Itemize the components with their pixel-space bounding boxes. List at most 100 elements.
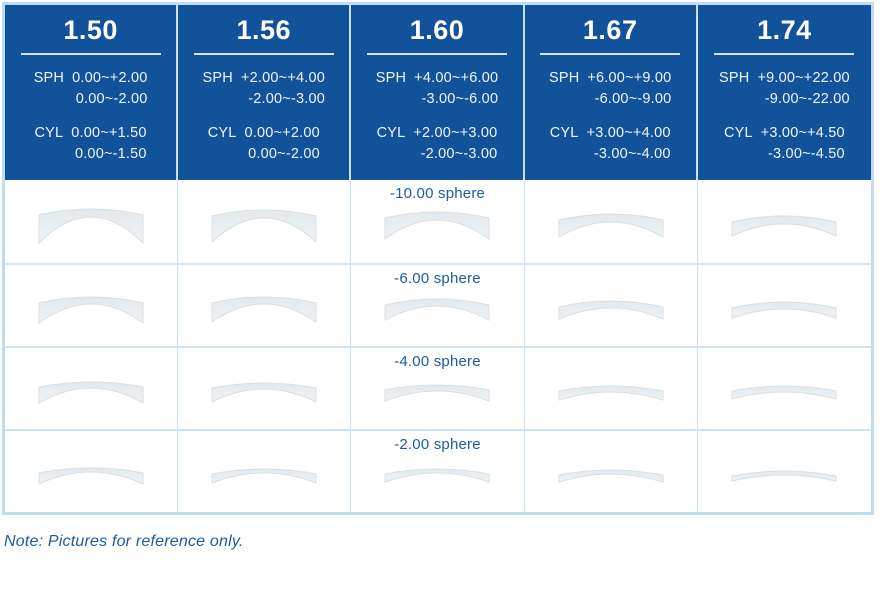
sph-label: SPH	[33, 70, 65, 86]
lens-profile-image	[558, 213, 664, 238]
lens-profile-image	[38, 208, 144, 244]
index-value: 1.74	[757, 15, 812, 45]
lens-cell	[698, 265, 871, 346]
cyl-range: CYL +3.00~+4.50 -3.00~-4.50	[724, 123, 845, 165]
sph-label: SPH	[719, 70, 750, 86]
sph-plus-range: +9.00~+22.00	[757, 70, 850, 86]
index-value: 1.56	[236, 15, 292, 45]
lens-profile-image	[38, 467, 144, 485]
sph-minus-range: -9.00~-22.00	[764, 91, 850, 107]
lens-cell: -2.00 sphere	[351, 431, 525, 512]
lens-cell	[178, 180, 352, 263]
lens-spec-table: 1.50 SPH 0.00~+2.00 0.00~-2.00 CYL 0.00~+1…	[2, 2, 874, 515]
lens-profile-image	[211, 296, 317, 323]
sphere-power-label: -10.00 sphere	[389, 185, 486, 202]
lens-row-minus-4: -4.00 sphere	[5, 346, 871, 429]
sph-range: SPH +6.00~+9.00 -6.00~-9.00	[549, 68, 671, 110]
lens-profile-image	[384, 298, 490, 321]
sph-minus-range: 0.00~-2.00	[75, 91, 148, 107]
cyl-plus-range: +2.00~+3.00	[413, 125, 498, 141]
lens-row-minus-10: -10.00 sphere	[5, 180, 871, 263]
header-cell-1-50: 1.50 SPH 0.00~+2.00 0.00~-2.00 CYL 0.00~+1…	[5, 5, 179, 180]
sphere-power-label: -6.00 sphere	[394, 270, 481, 287]
cyl-minus-range: -2.00~-3.00	[420, 146, 498, 162]
cyl-minus-range: 0.00~-1.50	[74, 146, 147, 162]
reference-note: Note: Pictures for reference only.	[4, 533, 244, 550]
sph-label: SPH	[202, 70, 233, 86]
lens-cell	[178, 265, 352, 346]
lens-profile-image	[211, 209, 317, 243]
index-underline	[193, 53, 334, 55]
lens-row-minus-2: -2.00 sphere	[5, 429, 871, 512]
cyl-plus-range: 0.00~+2.00	[244, 125, 320, 141]
index-underline	[714, 53, 855, 55]
index-value: 1.50	[63, 15, 118, 45]
sph-plus-range: 0.00~+2.00	[72, 70, 148, 86]
lens-cell	[5, 180, 179, 263]
lens-cell	[698, 180, 871, 263]
lens-cell	[178, 348, 352, 429]
lens-profile-image	[384, 211, 490, 240]
lens-profile-image	[731, 301, 837, 319]
lens-cell	[698, 348, 871, 429]
header-cell-1-60: 1.60 SPH +4.00~+6.00 -3.00~-6.00 CYL +2.00…	[351, 5, 525, 180]
cyl-label: CYL	[723, 125, 753, 141]
lens-cell	[525, 348, 698, 429]
cyl-plus-range: +3.00~+4.50	[760, 125, 845, 141]
sph-plus-range: +6.00~+9.00	[587, 70, 672, 86]
sph-range: SPH 0.00~+2.00 0.00~-2.00	[34, 68, 148, 110]
lens-cell: -6.00 sphere	[351, 265, 525, 346]
cyl-label: CYL	[549, 125, 579, 141]
lens-cell	[5, 265, 179, 346]
lens-cell	[698, 431, 871, 512]
cyl-label: CYL	[376, 125, 406, 141]
sphere-power-label: -4.00 sphere	[394, 353, 481, 370]
lens-cell	[525, 180, 698, 263]
cyl-plus-range: +3.00~+4.00	[586, 125, 671, 141]
lens-profile-image	[731, 470, 837, 482]
sph-label: SPH	[375, 70, 407, 86]
sph-minus-range: -3.00~-6.00	[421, 91, 499, 107]
lens-profile-image	[384, 384, 490, 402]
cyl-range: CYL +3.00~+4.00 -3.00~-4.00	[550, 123, 671, 165]
lens-cell	[5, 431, 179, 512]
index-underline	[540, 53, 681, 55]
lens-profile-image	[38, 381, 144, 404]
sph-plus-range: +4.00~+6.00	[414, 70, 499, 86]
lens-profile-image	[558, 385, 664, 401]
lens-cell	[525, 431, 698, 512]
lens-profile-image	[558, 469, 664, 483]
cyl-minus-range: -3.00~-4.50	[768, 146, 845, 162]
lens-profile-image	[558, 300, 664, 320]
index-underline	[20, 53, 161, 55]
lens-profile-image	[211, 468, 317, 484]
cyl-label: CYL	[34, 125, 64, 141]
sph-minus-range: -6.00~-9.00	[594, 91, 672, 107]
header-cell-1-74: 1.74 SPH +9.00~+22.00 -9.00~-22.00 CYL +3.…	[698, 5, 871, 180]
sph-minus-range: -2.00~-3.00	[248, 91, 326, 107]
cyl-range: CYL 0.00~+2.00 0.00~-2.00	[208, 123, 320, 165]
sphere-power-label: -2.00 sphere	[394, 436, 481, 453]
lens-cell	[5, 348, 179, 429]
index-header-row: 1.50 SPH 0.00~+2.00 0.00~-2.00 CYL 0.00~+1…	[5, 5, 871, 180]
cyl-minus-range: 0.00~-2.00	[248, 146, 320, 162]
header-cell-1-67: 1.67 SPH +6.00~+9.00 -6.00~-9.00 CYL +3.00…	[525, 5, 698, 180]
lens-profile-image	[384, 468, 490, 483]
index-underline	[366, 53, 507, 55]
sph-label: SPH	[548, 70, 580, 86]
index-value: 1.60	[409, 15, 465, 45]
sph-range: SPH +2.00~+4.00 -2.00~-3.00	[203, 68, 325, 110]
lens-profile-image	[38, 296, 144, 324]
lens-row-minus-6: -6.00 sphere	[5, 263, 871, 346]
lens-profile-image	[731, 215, 837, 237]
cyl-minus-range: -3.00~-4.00	[593, 146, 671, 162]
sph-range: SPH +4.00~+6.00 -3.00~-6.00	[376, 68, 498, 110]
index-value: 1.67	[582, 15, 638, 45]
lens-cell	[178, 431, 352, 512]
cyl-range: CYL +2.00~+3.00 -2.00~-3.00	[377, 123, 498, 165]
cyl-label: CYL	[207, 125, 237, 141]
lens-profile-image	[731, 385, 837, 400]
sph-range: SPH +9.00~+22.00 -9.00~-22.00	[719, 68, 850, 110]
sph-plus-range: +2.00~+4.00	[240, 70, 326, 86]
